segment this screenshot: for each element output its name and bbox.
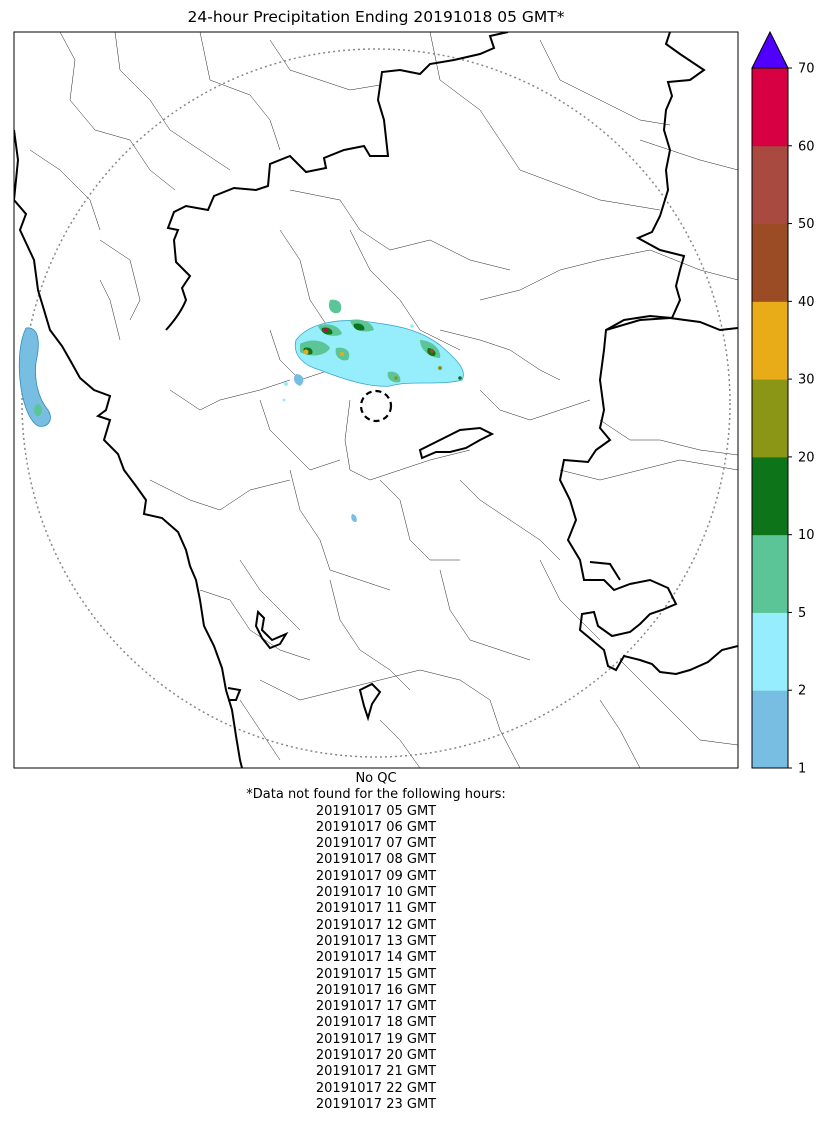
colorbar-bin	[752, 68, 788, 147]
missing-hour-item: 20191017 16 GMT	[315, 982, 437, 998]
precipitation-map: 1 2 5 10 20 30 40 50 60 70	[13, 30, 815, 776]
colorbar-bin	[752, 223, 788, 302]
colorbar: 1 2 5 10 20 30 40 50 60 70	[751, 30, 815, 776]
colorbar-tick-label: 1	[798, 762, 806, 776]
missing-hour-item: 20191017 21 GMT	[315, 1064, 437, 1080]
missing-hour-item: 20191017 23 GMT	[315, 1096, 437, 1112]
colorbar-bin	[752, 145, 788, 225]
precipitation-field	[18, 299, 464, 522]
colorbar-frame	[751, 67, 789, 769]
map-frame	[13, 31, 739, 769]
colorbar-bin	[752, 456, 788, 536]
colorbar-bin	[752, 612, 788, 691]
colorbar-bin	[752, 379, 788, 458]
missing-hour-item: 20191017 05 GMT	[315, 803, 437, 819]
colorbar-tick-label: 30	[798, 373, 815, 388]
missing-hour-item: 20191017 18 GMT	[315, 1015, 437, 1031]
missing-hour-item: 20191017 20 GMT	[315, 1048, 437, 1064]
state-boundaries	[14, 32, 738, 768]
colorbar-tick-label: 20	[798, 450, 815, 465]
colorbar-bin	[752, 534, 788, 613]
missing-hour-item: 20191017 12 GMT	[315, 917, 437, 933]
colorbar-bin	[752, 301, 788, 380]
colorbar-tick-label: 10	[798, 528, 815, 543]
colorbar-extend-arrow	[751, 30, 789, 69]
missing-hour-item: 20191017 06 GMT	[315, 819, 437, 835]
missing-hour-item: 20191017 14 GMT	[315, 950, 437, 966]
missing-hour-item: 20191017 08 GMT	[315, 852, 437, 868]
colorbar-tick-label: 50	[798, 217, 815, 232]
missing-hours-list: 20191017 05 GMT 20191017 06 GMT 20191017 0…	[14, 804, 738, 1114]
missing-hour-item: 20191017 22 GMT	[315, 1080, 437, 1096]
colorbar-bin	[752, 690, 788, 769]
missing-hour-item: 20191017 15 GMT	[315, 966, 437, 982]
colorbar-tick-label: 60	[798, 139, 815, 154]
radar-range-ring	[21, 48, 731, 758]
district-boundaries	[29, 32, 738, 768]
radar-site-marker	[359, 389, 393, 423]
missing-hour-item: 20191017 09 GMT	[315, 868, 437, 884]
colorbar-tick-label: 40	[798, 295, 815, 310]
missing-data-header: *Data not found for the following hours:	[246, 787, 506, 803]
missing-hour-item: 20191017 13 GMT	[315, 933, 437, 949]
footer-notes: No QC *Data not found for the following …	[14, 771, 738, 1113]
colorbar-tick-label: 5	[798, 606, 806, 621]
missing-hour-item: 20191017 17 GMT	[315, 999, 437, 1015]
colorbar-tick-label: 70	[798, 62, 815, 77]
precip-coastal-band	[18, 327, 51, 427]
missing-hour-item: 20191017 19 GMT	[315, 1031, 437, 1047]
colorbar-tick-label: 2	[798, 684, 806, 699]
missing-hour-item: 20191017 11 GMT	[315, 901, 437, 917]
missing-hour-item: 20191017 10 GMT	[315, 885, 437, 901]
qc-note: No QC	[355, 771, 397, 786]
map-title: 24-hour Precipitation Ending 20191018 05…	[187, 8, 565, 26]
missing-hour-item: 20191017 07 GMT	[315, 836, 437, 852]
precip-central-cells	[282, 299, 464, 522]
